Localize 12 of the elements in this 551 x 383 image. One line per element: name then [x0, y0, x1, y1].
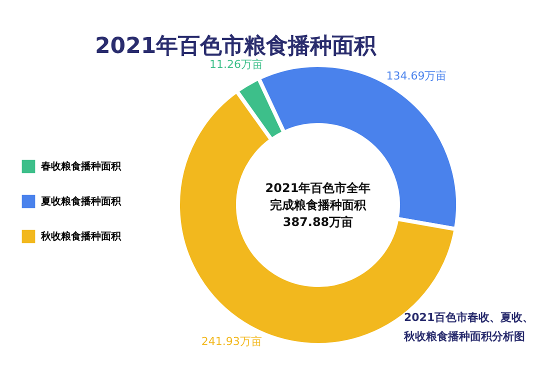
data-label: 241.93万亩 [201, 335, 262, 348]
legend-label: 春收粮食播种面积 [40, 160, 122, 172]
data-label: 11.26万亩 [210, 58, 264, 72]
data-label: 134.69万亩 [386, 69, 447, 82]
legend-label: 秋收粮食播种面积 [40, 230, 122, 242]
text: 2021年百色市全年 [265, 181, 371, 195]
text: 387.88万亩 [282, 215, 354, 229]
text: 2021百色市春收、夏收、 [404, 311, 534, 324]
legend-label: 夏收粮食播种面积 [40, 196, 122, 208]
text: 秋收粮食播种面积分析图 [403, 330, 525, 343]
text: 完成粮食播种面积 [270, 198, 367, 212]
chart-title: 2021年百色市粮食播种面积 [95, 33, 378, 59]
